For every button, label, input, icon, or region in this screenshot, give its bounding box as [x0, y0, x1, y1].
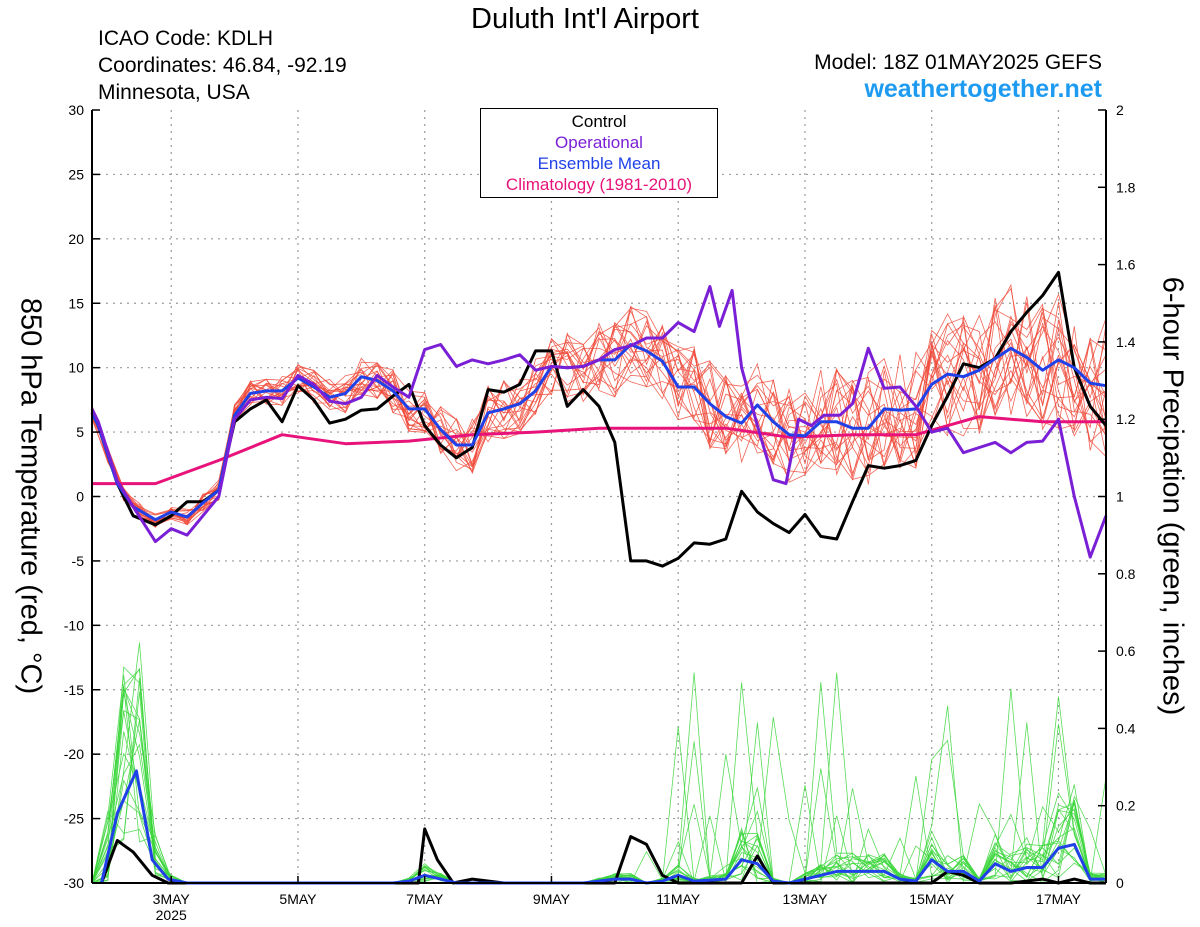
icao-code: ICAO Code: KDLH: [98, 27, 274, 50]
x-tick-label: 3MAY: [153, 891, 191, 907]
y2-tick-label: 1: [1116, 489, 1124, 505]
y2-tick-label: 0: [1116, 875, 1124, 891]
y2-tick-label: 1.8: [1116, 179, 1136, 195]
coordinates: Coordinates: 46.84, -92.19: [98, 54, 347, 77]
model-info: Model: 18Z 01MAY2025 GEFS: [814, 51, 1102, 74]
y2-tick-label: 1.4: [1116, 334, 1136, 350]
y2-axis-label: 6-hour Precipation (green, inches): [1156, 276, 1189, 716]
y2-tick-label: 2: [1116, 102, 1124, 118]
y-axis-label: 850 hPa Temperature (red, °C): [14, 297, 47, 695]
axis-ticks: 302520151050-5-10-15-20-25-3021.81.61.41…: [64, 102, 1136, 923]
x-tick-label: 11MAY: [656, 891, 700, 907]
legend-control: Control: [571, 112, 627, 131]
y-tick-label: -30: [64, 875, 84, 891]
legend-ensemble-mean: Ensemble Mean: [537, 154, 661, 173]
x-tick-label: 5MAY: [279, 891, 317, 907]
temp-series-operational: [90, 285, 1108, 559]
x-tick-label: 7MAY: [406, 891, 444, 907]
x-tick-label: 15MAY: [909, 891, 955, 907]
legend-climatology: Climatology (1981-2010): [505, 175, 693, 194]
y-tick-label: 25: [68, 166, 84, 182]
grid: [92, 110, 1106, 883]
temp-series-climatology-1981-2010-: [92, 415, 1106, 486]
y-tick-label: -25: [64, 811, 84, 827]
y2-tick-label: 0.4: [1116, 720, 1136, 736]
y-tick-label: -20: [64, 746, 84, 762]
site-link[interactable]: weathertogether.net: [864, 75, 1102, 103]
y-tick-label: -15: [64, 682, 84, 698]
temp-series-control: [90, 270, 1108, 568]
y2-tick-label: 0.2: [1116, 798, 1136, 814]
x-tick-label: 13MAY: [783, 891, 829, 907]
ensemble-members: [91, 283, 1107, 884]
y-tick-label: 10: [68, 360, 84, 376]
temp-member-line: [91, 313, 1107, 526]
y2-tick-label: 0.8: [1116, 566, 1136, 582]
temp-member-line: [91, 315, 1107, 524]
legend: Control Operational Ensemble Mean Climat…: [480, 108, 718, 198]
y-tick-label: 15: [68, 295, 84, 311]
y-tick-label: -5: [72, 553, 85, 569]
region: Minnesota, USA: [98, 81, 250, 104]
legend-operational: Operational: [555, 133, 643, 152]
temp-member-line: [91, 283, 1107, 527]
x-tick-sublabel: 2025: [156, 907, 187, 923]
temp-member-line: [91, 301, 1107, 516]
precip-series-ensemble-mean: [100, 769, 1106, 885]
y-tick-label: -10: [64, 617, 84, 633]
y-tick-label: 5: [76, 424, 84, 440]
page-title: Duluth Int'l Airport: [471, 3, 699, 35]
y-tick-label: 0: [76, 489, 84, 505]
y-tick-label: 30: [68, 102, 84, 118]
y2-tick-label: 1.2: [1116, 411, 1136, 427]
x-tick-label: 9MAY: [533, 891, 571, 907]
y2-tick-label: 1.6: [1116, 257, 1136, 273]
y-tick-label: 20: [68, 231, 84, 247]
y2-tick-label: 0.6: [1116, 643, 1136, 659]
x-tick-label: 17MAY: [1036, 891, 1082, 907]
